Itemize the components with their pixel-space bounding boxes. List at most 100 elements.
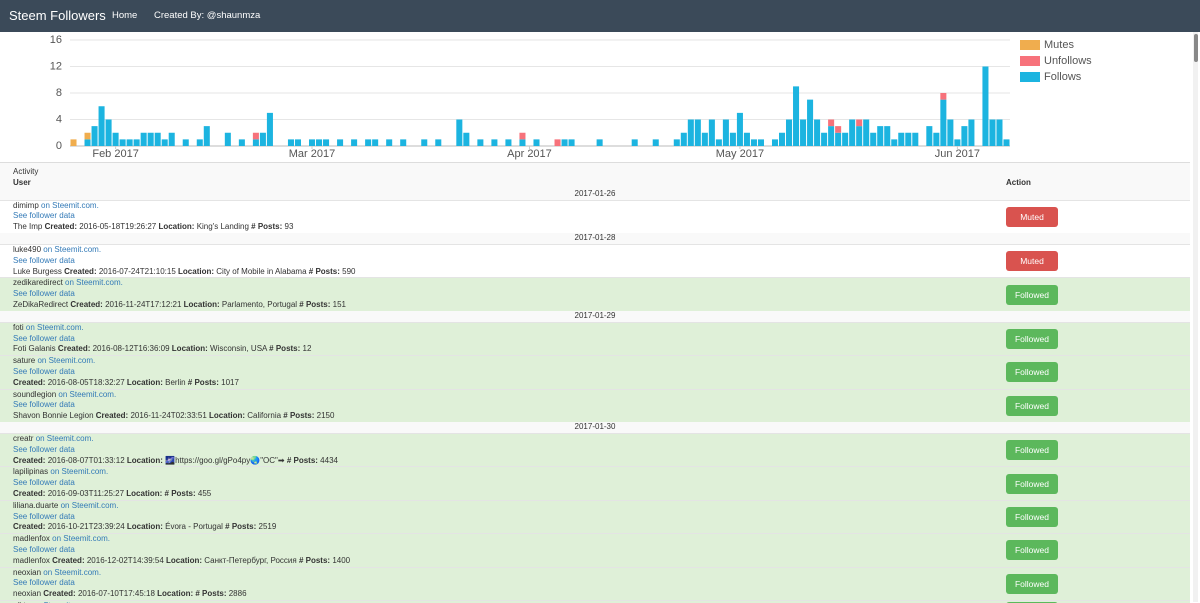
bar bbox=[996, 119, 1003, 146]
steemit-link[interactable]: on Steemit.com. bbox=[43, 567, 102, 577]
bar bbox=[477, 139, 484, 146]
data-line: See follower data bbox=[13, 367, 1006, 378]
post-count: 590 bbox=[342, 266, 356, 276]
bar bbox=[554, 139, 561, 146]
bar bbox=[491, 139, 498, 146]
scrollbar-thumb[interactable] bbox=[1194, 34, 1198, 62]
display-name: Foti Galanis bbox=[13, 344, 56, 354]
user-line: neoxian on Steemit.com. bbox=[13, 568, 1006, 579]
table-row: luke490 on Steemit.com. See follower data… bbox=[0, 243, 1190, 278]
steemit-link[interactable]: on Steemit.com. bbox=[37, 356, 96, 366]
follower-data-link[interactable]: See follower data bbox=[13, 511, 75, 521]
bar bbox=[519, 132, 526, 140]
created-date: 2016-12-02T14:39:54 bbox=[86, 555, 164, 565]
location-label: Location: bbox=[126, 488, 163, 498]
user-cell: sature on Steemit.com. See follower data C… bbox=[0, 356, 1006, 388]
bar bbox=[954, 139, 961, 146]
bar bbox=[722, 119, 729, 146]
steemit-link[interactable]: on Steemit.com. bbox=[52, 534, 110, 544]
action-button[interactable]: Followed bbox=[1006, 328, 1058, 349]
display-name: Luke Burgess bbox=[13, 266, 62, 276]
bar bbox=[821, 132, 828, 146]
bar bbox=[147, 132, 154, 146]
action-button[interactable]: Followed bbox=[1006, 473, 1058, 494]
follower-data-link[interactable]: See follower data bbox=[13, 578, 75, 588]
steemit-link[interactable]: on Steemit.com. bbox=[65, 278, 123, 288]
follower-data-link[interactable]: See follower data bbox=[13, 333, 75, 343]
action-cell: Followed bbox=[1006, 501, 1176, 533]
username: foti bbox=[13, 322, 24, 332]
bar bbox=[828, 119, 835, 127]
follower-data-link[interactable]: See follower data bbox=[13, 400, 75, 410]
brand[interactable]: Steem Followers bbox=[9, 8, 106, 23]
action-button[interactable]: Followed bbox=[1006, 540, 1058, 561]
follower-data-link[interactable]: See follower data bbox=[13, 544, 75, 554]
posts-label: # Posts: bbox=[308, 266, 340, 276]
action-button[interactable]: Followed bbox=[1006, 362, 1058, 383]
steemit-link[interactable]: on Steemit.com. bbox=[41, 200, 99, 210]
bar bbox=[828, 126, 835, 146]
bar bbox=[701, 132, 708, 146]
username: neoxian bbox=[13, 567, 42, 577]
bar bbox=[800, 119, 807, 146]
bar bbox=[168, 132, 175, 146]
action-button[interactable]: Followed bbox=[1006, 440, 1058, 461]
steemit-link[interactable]: on Steemit.com. bbox=[58, 389, 117, 399]
details-line: Created: 2016-10-21T23:39:24 Location: É… bbox=[13, 522, 1006, 533]
bar bbox=[982, 66, 989, 146]
column-header: Action bbox=[1006, 177, 1031, 187]
nav-link[interactable]: Created By: @shaunmza bbox=[154, 10, 261, 21]
action-button[interactable]: Followed bbox=[1006, 506, 1058, 527]
date-row: 2017-01-26 bbox=[574, 188, 616, 198]
steemit-link[interactable]: on Steemit.com. bbox=[25, 322, 84, 332]
follower-data-link[interactable]: See follower data bbox=[13, 289, 75, 299]
username: liliana.duarte bbox=[13, 500, 59, 510]
posts-label: # Posts: bbox=[283, 411, 315, 421]
action-button[interactable]: Followed bbox=[1006, 573, 1058, 594]
steemit-link[interactable]: on Steemit.com. bbox=[43, 244, 102, 254]
created-label: Created: bbox=[13, 377, 46, 387]
user-cell: liliana.duarte on Steemit.com. See follow… bbox=[0, 501, 1006, 533]
post-count: 455 bbox=[197, 488, 212, 498]
action-button[interactable]: Muted bbox=[1006, 251, 1058, 272]
location: 🌌https://goo.gl/gPo4py🌏"OC"➡ bbox=[165, 455, 285, 465]
bar bbox=[252, 139, 259, 146]
bar bbox=[196, 139, 203, 146]
bar bbox=[680, 132, 687, 146]
action-cell: Followed bbox=[1006, 356, 1176, 388]
follower-data-link[interactable]: See follower data bbox=[13, 366, 75, 376]
steemit-link[interactable]: on Steemit.com. bbox=[35, 433, 94, 443]
follower-data-link[interactable]: See follower data bbox=[13, 478, 75, 488]
nav-link[interactable]: Home bbox=[112, 10, 138, 21]
bar bbox=[316, 139, 323, 146]
created-label: Created: bbox=[13, 522, 46, 532]
user-line: zedikaredirect on Steemit.com. bbox=[13, 278, 1006, 289]
user-cell: madlenfox on Steemit.com. See follower da… bbox=[0, 534, 1006, 566]
action-button[interactable]: Followed bbox=[1006, 395, 1058, 416]
location-label: Location: bbox=[209, 411, 246, 421]
steemit-link[interactable]: on Steemit.com. bbox=[50, 467, 109, 477]
user-cell: creatr on Steemit.com. See follower data C… bbox=[0, 434, 1006, 466]
bar bbox=[912, 132, 919, 146]
bar bbox=[835, 126, 842, 133]
location: Berlin bbox=[165, 377, 186, 387]
table-row: zedikaredirect on Steemit.com. See follow… bbox=[0, 277, 1190, 311]
created-date: 2016-11-24T17:12:21 bbox=[105, 299, 182, 309]
bar bbox=[687, 119, 694, 146]
bar bbox=[933, 132, 940, 146]
steemit-link[interactable]: on Steemit.com. bbox=[60, 500, 119, 510]
bar bbox=[708, 119, 715, 146]
data-line: See follower data bbox=[13, 334, 1006, 345]
follower-data-link[interactable]: See follower data bbox=[13, 255, 75, 265]
action-cell: Followed bbox=[1006, 434, 1176, 466]
action-button[interactable]: Followed bbox=[1006, 284, 1058, 305]
action-button[interactable]: Muted bbox=[1006, 206, 1058, 227]
created-date: 2016-08-05T18:32:27 bbox=[47, 377, 125, 387]
bar bbox=[814, 119, 821, 146]
user-cell: foti on Steemit.com. See follower data Fot… bbox=[0, 323, 1006, 355]
display-name: neoxian bbox=[13, 589, 42, 599]
follower-data-link[interactable]: See follower data bbox=[13, 211, 75, 221]
follower-data-link[interactable]: See follower data bbox=[13, 444, 75, 454]
location: Wisconsin, USA bbox=[210, 344, 267, 354]
bar bbox=[421, 139, 428, 146]
